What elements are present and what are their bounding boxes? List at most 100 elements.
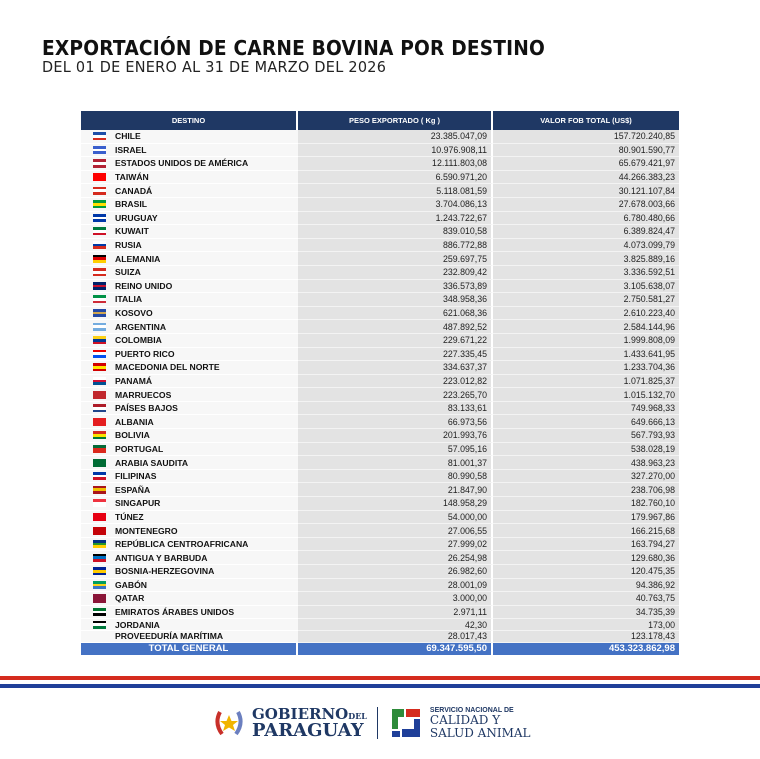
- stripe-white: [0, 680, 760, 684]
- table-row: PROVEEDURÍA MARÍTIMA 28.017,43 123.178,4…: [81, 631, 679, 643]
- peso-cell: 621.068,36: [298, 306, 493, 321]
- table-row: BOLIVIA 201.993,76 567.793,93: [81, 429, 679, 443]
- peso-cell: 259.697,75: [298, 252, 493, 266]
- flag-icon: [93, 540, 106, 549]
- table-row: TAIWÁN 6.590.971,20 44.266.383,23: [81, 170, 679, 185]
- valor-cell: 238.706,98: [493, 483, 679, 498]
- flag-icon: [93, 349, 106, 358]
- destino-name: ESPAÑA: [115, 484, 151, 495]
- table-row: CHILE 23.385.047,09 157.720.240,85: [81, 130, 679, 144]
- valor-cell: 40.763,75: [493, 592, 679, 606]
- flag-icon: [93, 472, 106, 481]
- peso-cell: 886.772,88: [298, 238, 493, 253]
- destino-name: REPÚBLICA CENTROAFRICANA: [115, 539, 249, 550]
- table-row: RUSIA 886.772,88 4.073.099,79: [81, 238, 679, 253]
- flag-icon: [93, 417, 106, 426]
- table-header: DESTINO PESO EXPORTADO ( Kg ) VALOR FOB …: [81, 111, 679, 130]
- destino-cell: SINGAPUR: [81, 497, 298, 511]
- peso-cell: 26.254,98: [298, 551, 493, 565]
- peso-cell: 28.001,09: [298, 578, 493, 593]
- table-row: BRASIL 3.704.086,13 27.678.003,66: [81, 197, 679, 212]
- peso-cell: 148.958,29: [298, 497, 493, 511]
- table-row: CANADÁ 5.118.081,59 30.121.107,84: [81, 184, 679, 198]
- gob-line1: GOBIERNO: [252, 705, 349, 724]
- table-row: REINO UNIDO 336.573,89 3.105.638,07: [81, 279, 679, 294]
- table-row: ITALIA 348.958,36 2.750.581,27: [81, 293, 679, 307]
- senacsa-line2: CALIDAD Y: [429, 713, 501, 728]
- destino-name: SINGAPUR: [115, 498, 161, 509]
- valor-cell: 120.475,35: [493, 565, 679, 579]
- destino-name: ARGENTINA: [115, 321, 167, 332]
- table-row: MARRUECOS 223.265,70 1.015.132,70: [81, 388, 679, 402]
- destino-name: PANAMÁ: [115, 375, 153, 386]
- flag-icon: [93, 363, 106, 372]
- flag-icon: [93, 512, 106, 521]
- peso-cell: 334.637,37: [298, 361, 493, 375]
- table-row: TÚNEZ 54.000,00 179.967,86: [81, 510, 679, 525]
- destino-cell: EMIRATOS ÁRABES UNIDOS: [81, 605, 298, 620]
- destino-cell: KOSOVO: [81, 306, 298, 321]
- table-row: MACEDONIA DEL NORTE 334.637,37 1.233.704…: [81, 361, 679, 375]
- valor-cell: 1.015.132,70: [493, 388, 679, 402]
- flag-icon: [93, 268, 106, 277]
- valor-cell: 6.780.480,66: [493, 211, 679, 226]
- valor-cell: 6.389.824,47: [493, 225, 679, 239]
- destino-cell: COLOMBIA: [81, 333, 298, 348]
- peso-cell: 1.243.722,67: [298, 211, 493, 226]
- flag-icon: [93, 227, 106, 236]
- destino-name: PROVEEDURÍA MARÍTIMA: [115, 631, 224, 642]
- senacsa-logo-text: SERVICIO NACIONAL DE CALIDAD Y SALUD ANI…: [430, 707, 531, 740]
- destino-cell: ITALIA: [81, 293, 298, 307]
- table-row: JORDANIA 42,30 173,00: [81, 619, 679, 632]
- peso-cell: 27.999,02: [298, 537, 493, 552]
- destino-cell: RUSIA: [81, 238, 298, 253]
- flag-icon: [93, 173, 106, 182]
- peso-cell: 839.010,58: [298, 225, 493, 239]
- destino-cell: ESTADOS UNIDOS DE AMÉRICA: [81, 157, 298, 171]
- valor-cell: 1.433.641,95: [493, 347, 679, 362]
- destino-cell: JORDANIA: [81, 619, 298, 632]
- destino-name: TAIWÁN: [115, 172, 149, 183]
- valor-cell: 649.666,13: [493, 415, 679, 430]
- peso-cell: 23.385.047,09: [298, 130, 493, 144]
- destino-cell: PAÍSES BAJOS: [81, 401, 298, 416]
- flag-icon: [93, 444, 106, 453]
- export-table: DESTINO PESO EXPORTADO ( Kg ) VALOR FOB …: [81, 111, 679, 655]
- destino-name: ITALIA: [115, 294, 143, 305]
- flag-icon: [93, 526, 106, 535]
- valor-cell: 3.825.889,16: [493, 252, 679, 266]
- peso-cell: 12.111.803,08: [298, 157, 493, 171]
- destino-name: GABÓN: [115, 579, 147, 590]
- table-row: URUGUAY 1.243.722,67 6.780.480,66: [81, 211, 679, 226]
- destino-name: MACEDONIA DEL NORTE: [115, 362, 220, 373]
- destino-name: EMIRATOS ÁRABES UNIDOS: [115, 607, 235, 618]
- peso-cell: 227.335,45: [298, 347, 493, 362]
- table-row: PUERTO RICO 227.335,45 1.433.641,95: [81, 347, 679, 362]
- destino-name: RUSIA: [115, 240, 142, 251]
- valor-cell: 163.794,27: [493, 537, 679, 552]
- destino-cell: BOSNIA-HERZEGOVINA: [81, 565, 298, 579]
- peso-cell: 28.017,43: [298, 631, 493, 643]
- destino-cell: PANAMÁ: [81, 374, 298, 389]
- peso-cell: 3.000,00: [298, 592, 493, 606]
- gob-line2: PARAGUAY: [252, 719, 364, 741]
- destino-cell: MACEDONIA DEL NORTE: [81, 361, 298, 375]
- valor-cell: 327.270,00: [493, 469, 679, 484]
- destino-cell: REPÚBLICA CENTROAFRICANA: [81, 537, 298, 552]
- flag-icon: [93, 580, 106, 589]
- peso-cell: 5.118.081,59: [298, 184, 493, 198]
- destino-cell: URUGUAY: [81, 211, 298, 226]
- paraguay-seal-icon: [215, 711, 243, 736]
- table-row: ALBANIA 66.973,56 649.666,13: [81, 415, 679, 430]
- flag-icon: [93, 213, 106, 222]
- destino-cell: PORTUGAL: [81, 442, 298, 457]
- destino-name: ALBANIA: [115, 416, 154, 427]
- peso-cell: 26.982,60: [298, 565, 493, 579]
- valor-cell: 3.336.592,51: [493, 265, 679, 280]
- destino-name: KOSOVO: [115, 308, 153, 319]
- table-row: SUIZA 232.809,42 3.336.592,51: [81, 265, 679, 280]
- flag-icon: [93, 567, 106, 576]
- table-row: KUWAIT 839.010,58 6.389.824,47: [81, 225, 679, 239]
- destino-name: URUGUAY: [115, 212, 158, 223]
- table-row: FILIPINAS 80.990,58 327.270,00: [81, 469, 679, 484]
